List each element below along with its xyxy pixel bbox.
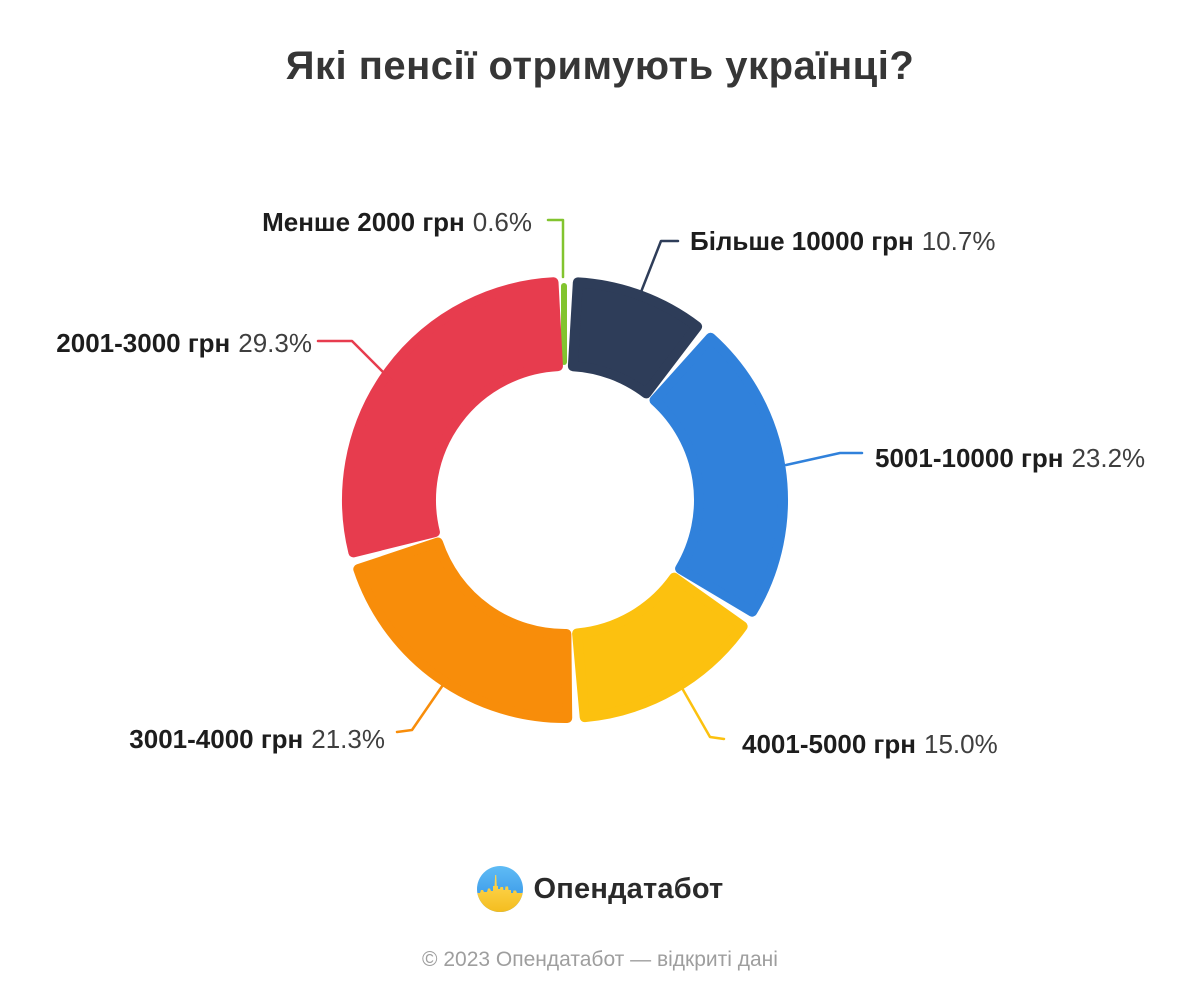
leader-line-4001-5000 — [680, 686, 726, 741]
donut-segment-4[interactable] — [353, 537, 573, 723]
opendatabot-logo-icon — [476, 866, 523, 912]
donut-segment-3[interactable] — [572, 572, 748, 723]
donut-ring — [342, 277, 788, 723]
opendatabot-logo: Опендатабот — [0, 864, 1200, 914]
page-title: Які пенсії отримують українці? — [285, 44, 915, 88]
segment-label-2001-3000: 2001-3000 грн 29.3% — [56, 328, 312, 358]
donut-segment-5[interactable] — [342, 277, 563, 558]
segment-label-4001-5000: 4001-5000 грн 15.0% — [742, 729, 998, 759]
copyright-note: © 2023 Опендатабот — відкриті дані — [422, 948, 778, 971]
segment-label-3001-4000: 3001-4000 грн 21.3% — [129, 724, 385, 754]
leader-line-2001-3000 — [316, 339, 395, 384]
leader-line-3001-4000 — [395, 680, 447, 734]
segment-label-5001-10000: 5001-10000 грн 23.2% — [875, 443, 1145, 473]
segment-label-less-2000: Менше 2000 грн 0.6% — [262, 207, 532, 237]
donut-segment-2[interactable] — [649, 332, 788, 617]
leader-line-more-10000 — [639, 239, 680, 294]
donut-segment-1[interactable] — [567, 277, 703, 399]
opendatabot-logo-text: Опендатабот — [533, 872, 724, 905]
leader-line-less-2000 — [546, 218, 565, 279]
leader-line-5001-10000 — [784, 451, 864, 467]
segment-label-more-10000: Більше 10000 грн 10.7% — [690, 226, 995, 256]
